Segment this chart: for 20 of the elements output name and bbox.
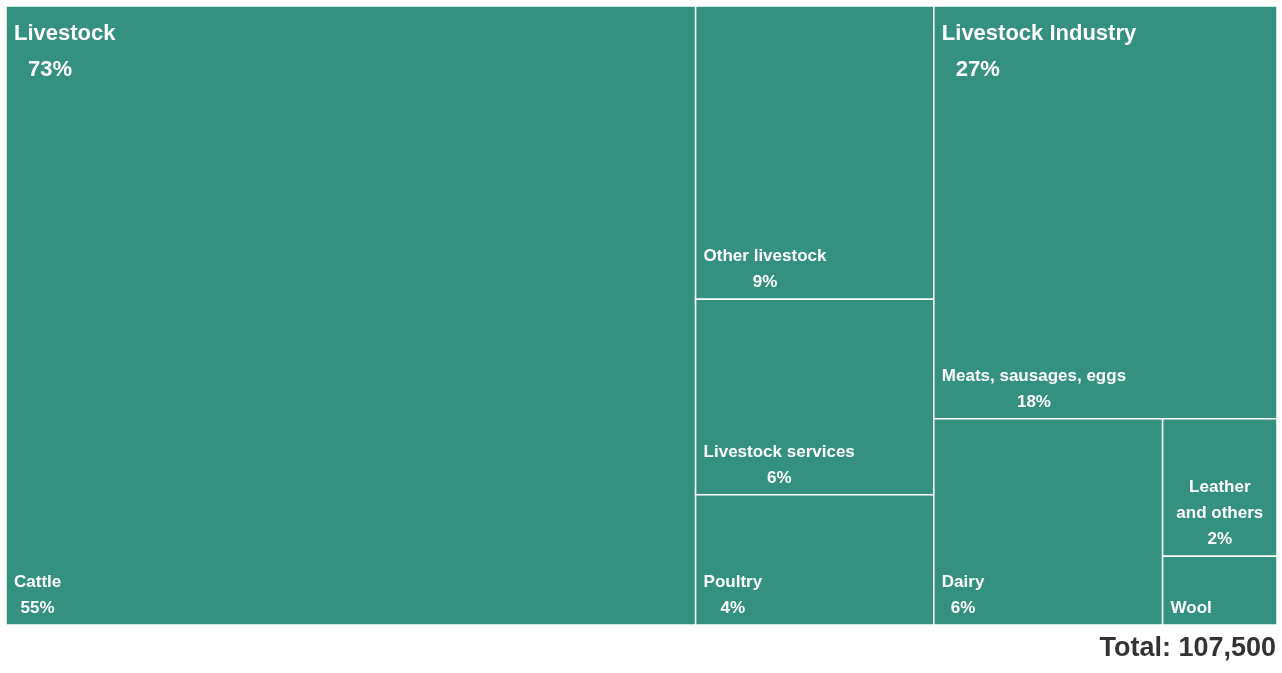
series-label: Livestock — [14, 20, 117, 45]
series-label: Livestock Industry — [941, 20, 1137, 45]
category-label: Wool — [1170, 598, 1212, 617]
data-label: 6% — [950, 598, 976, 617]
data-label: 4% — [720, 598, 746, 617]
category-label: Meats, sausages, eggs — [941, 365, 1127, 385]
text: 27% — [955, 56, 1000, 81]
category-label: Dairy — [941, 572, 985, 591]
category-label: Other livestock — [703, 246, 827, 266]
data-label: 9% — [752, 272, 778, 292]
category-label: Leather and others — [1176, 477, 1264, 523]
category-label: Cattle — [14, 572, 62, 591]
data-label: 55% — [20, 598, 55, 617]
text: 73% — [27, 56, 73, 81]
category-label: Livestock services — [703, 441, 855, 461]
text: Total: 107,500 — [1098, 632, 1276, 663]
data-label: 6% — [766, 467, 792, 487]
data-label: 2% — [1207, 529, 1233, 549]
data-label: 18% — [1016, 391, 1051, 411]
category-label: Poultry — [703, 572, 763, 591]
